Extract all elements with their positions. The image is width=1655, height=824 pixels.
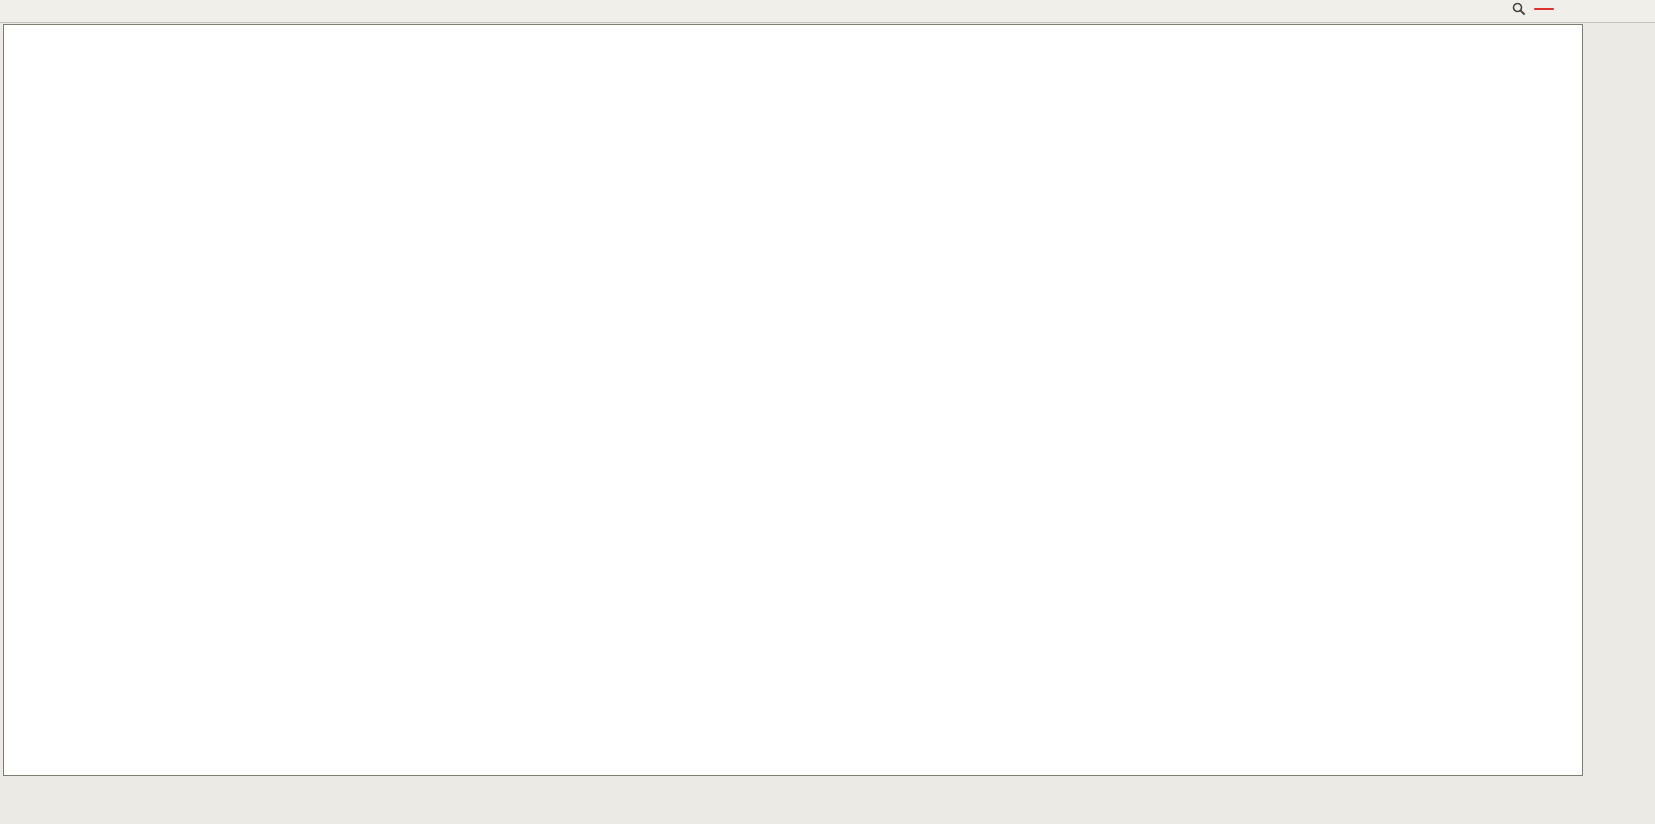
rsi-header: [10, 25, 22, 37]
notification-badge[interactable]: [1534, 8, 1554, 10]
search-icon[interactable]: [1512, 2, 1526, 16]
toolbar-right-group: [1512, 2, 1554, 16]
chart-window[interactable]: [3, 24, 1583, 776]
toolbar: [0, 0, 1655, 23]
